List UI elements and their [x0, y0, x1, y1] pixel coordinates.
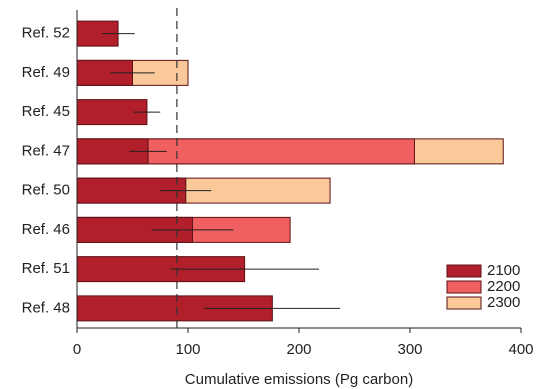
legend-swatch — [446, 280, 482, 294]
y-tick-label: Ref. 49 — [22, 64, 70, 81]
x-tick-label: 400 — [508, 341, 533, 358]
legend-label: 2200 — [487, 278, 520, 295]
legend-label: 2300 — [487, 294, 520, 311]
x-tick-label: 300 — [397, 341, 422, 358]
x-tick-label: 0 — [73, 341, 81, 358]
y-tick-label: Ref. 46 — [22, 221, 70, 238]
y-tick-label: Ref. 45 — [22, 103, 70, 120]
y-tick-label: Ref. 50 — [22, 182, 70, 199]
x-axis-label: Cumulative emissions (Pg carbon) — [185, 371, 413, 388]
legend-label: 2100 — [487, 262, 520, 279]
legend-swatch — [446, 296, 482, 310]
x-tick-label: 100 — [175, 341, 200, 358]
y-tick-label: Ref. 48 — [22, 299, 70, 316]
y-tick-label: Ref. 52 — [22, 25, 70, 42]
legend-swatch — [446, 264, 482, 278]
y-tick-label: Ref. 51 — [22, 260, 70, 277]
y-tick-label: Ref. 47 — [22, 142, 70, 159]
x-tick-label: 200 — [286, 341, 311, 358]
